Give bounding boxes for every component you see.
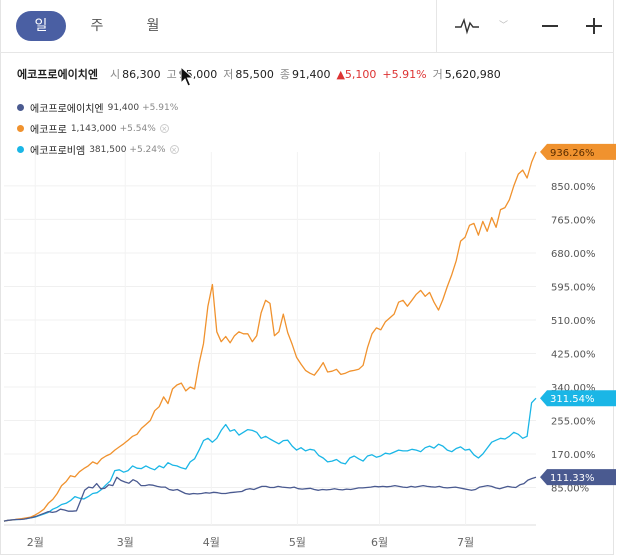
quote-close-label: 종 bbox=[279, 68, 290, 81]
last-value-tag-label: 936.26% bbox=[550, 148, 595, 159]
y-tick-label: 765.00% bbox=[551, 215, 596, 226]
last-value-tag-bg bbox=[540, 469, 616, 486]
x-tick-label: 7월 bbox=[457, 536, 474, 549]
series-legend: 에코프로에이치엔 91,400 +5.91% 에코프로 1,143,000 +5… bbox=[17, 97, 182, 160]
x-tick-label: 6월 bbox=[371, 536, 388, 549]
quote-open-label: 시 bbox=[109, 68, 121, 81]
quote-high-label: 고 bbox=[166, 68, 177, 81]
series-lines bbox=[3, 151, 537, 522]
series-line bbox=[3, 397, 537, 522]
quote-stock-name: 에코프로에이치엔 bbox=[17, 68, 98, 81]
last-value-tags: 111.33% 936.26% 311.54% bbox=[540, 143, 616, 486]
y-tick-label: 680.00% bbox=[551, 249, 596, 260]
quote-summary: 에코프로에이치엔 시 86,300 고 95,000 저 85,500 종 91… bbox=[17, 66, 507, 82]
legend-item-ecopro[interactable]: 에코프로 1,143,000 +5.54% × bbox=[17, 118, 182, 139]
period-tab-month[interactable]: 월 bbox=[146, 18, 160, 34]
legend-series-change: +5.24% bbox=[129, 144, 166, 155]
last-value-tag-label: 111.33% bbox=[550, 473, 595, 484]
chevron-down-icon: ﹀ bbox=[499, 21, 509, 31]
zoom-controls bbox=[522, 0, 614, 52]
x-axis-ticks: 2월 3월 4월 5월 6월 7월 bbox=[27, 536, 474, 549]
quote-volume-label: 거 bbox=[432, 68, 443, 81]
last-value-tag: 311.54% bbox=[540, 390, 616, 407]
chart-toolbar: 일 주 월 ﹀ bbox=[0, 0, 614, 53]
mouse-pointer-icon bbox=[180, 66, 194, 87]
quote-change-percent: +5.91% bbox=[382, 68, 427, 81]
y-tick-label: 850.00% bbox=[551, 182, 596, 193]
legend-series-value: 1,143,000 bbox=[70, 123, 117, 134]
legend-color-dot bbox=[17, 146, 24, 153]
quote-open-value: 86,300 bbox=[122, 68, 161, 81]
series-line bbox=[3, 151, 537, 522]
quote-close-value: 91,400 bbox=[291, 68, 331, 81]
y-tick-label: 85.00% bbox=[551, 484, 589, 495]
x-tick-label: 2월 bbox=[27, 536, 44, 549]
last-value-tag-label: 311.54% bbox=[550, 394, 595, 405]
x-tick-label: 4월 bbox=[203, 536, 220, 549]
legend-item-ecoprohn[interactable]: 에코프로에이치엔 91,400 +5.91% bbox=[17, 97, 182, 118]
series-line bbox=[3, 476, 537, 522]
quote-low-value: 85,500 bbox=[235, 68, 274, 81]
remove-series-icon[interactable]: × bbox=[159, 124, 169, 133]
period-tab-week[interactable]: 주 bbox=[90, 18, 104, 34]
y-tick-label: 425.00% bbox=[551, 349, 596, 360]
last-value-tag-bg bbox=[540, 390, 616, 407]
legend-series-name: 에코프로에이치엔 bbox=[30, 104, 104, 115]
y-tick-label: 340.00% bbox=[551, 383, 596, 394]
line-chart-icon bbox=[455, 17, 479, 35]
legend-series-name: 에코프로비엠 bbox=[30, 146, 86, 157]
last-value-tag: 111.33% bbox=[540, 469, 616, 486]
zoom-out-button[interactable] bbox=[540, 16, 560, 36]
y-axis-ticks: 85.00% 170.00% 255.00% 340.00% 425.00% 510.00… bbox=[551, 182, 596, 495]
legend-series-name: 에코프로 bbox=[30, 125, 67, 136]
period-tab-day[interactable]: 일 bbox=[16, 11, 66, 41]
last-value-tag: 936.26% bbox=[540, 143, 616, 160]
zoom-in-button[interactable] bbox=[584, 16, 604, 36]
legend-item-ecoprobm[interactable]: 에코프로비엠 381,500 +5.24% × bbox=[17, 139, 182, 160]
legend-series-change: +5.54% bbox=[119, 123, 156, 134]
legend-series-value: 91,400 bbox=[107, 102, 140, 113]
legend-color-dot bbox=[17, 104, 24, 111]
x-tick-label: 3월 bbox=[117, 536, 134, 549]
quote-low-label: 저 bbox=[223, 68, 234, 81]
legend-series-value: 381,500 bbox=[89, 144, 127, 155]
legend-series-change: +5.91% bbox=[142, 102, 179, 113]
y-tick-label: 595.00% bbox=[551, 282, 596, 293]
remove-series-icon[interactable]: × bbox=[169, 145, 179, 154]
period-selector: 일 주 월 bbox=[16, 11, 184, 41]
last-value-tag-bg bbox=[540, 143, 616, 160]
y-tick-label: 170.00% bbox=[551, 450, 596, 461]
y-tick-label: 255.00% bbox=[551, 417, 596, 428]
x-tick-label: 5월 bbox=[289, 536, 306, 549]
quote-volume-value: 5,620,980 bbox=[444, 68, 501, 81]
y-tick-label: 510.00% bbox=[551, 316, 596, 327]
legend-color-dot bbox=[17, 125, 24, 132]
quote-change: ▲5,100 bbox=[336, 68, 377, 81]
chart-type-selector[interactable]: ﹀ bbox=[436, 0, 523, 52]
